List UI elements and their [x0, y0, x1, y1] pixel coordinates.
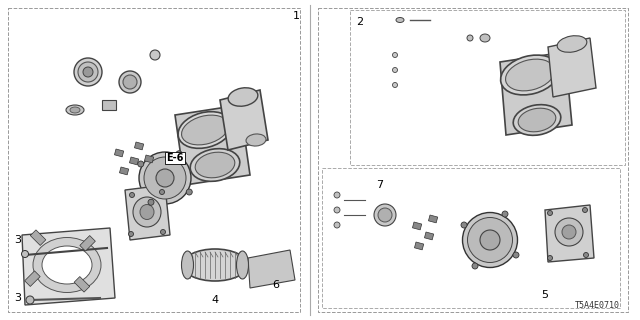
Ellipse shape	[584, 252, 589, 258]
Ellipse shape	[178, 112, 232, 148]
Text: T5A4E0710: T5A4E0710	[575, 301, 620, 310]
Ellipse shape	[119, 71, 141, 93]
Text: 5: 5	[541, 290, 548, 300]
Bar	[129, 157, 139, 165]
Text: 3: 3	[15, 293, 22, 303]
Bar	[30, 230, 46, 245]
Ellipse shape	[133, 197, 161, 227]
Ellipse shape	[467, 35, 473, 41]
Ellipse shape	[195, 152, 235, 178]
Ellipse shape	[513, 105, 561, 135]
Ellipse shape	[555, 218, 583, 246]
Ellipse shape	[22, 251, 29, 258]
Ellipse shape	[66, 105, 84, 115]
Ellipse shape	[506, 59, 554, 91]
Ellipse shape	[334, 192, 340, 198]
Ellipse shape	[461, 222, 467, 228]
Ellipse shape	[547, 255, 552, 260]
Bar	[120, 167, 129, 175]
Text: 1: 1	[292, 11, 300, 21]
Bar	[145, 155, 154, 163]
Ellipse shape	[513, 252, 519, 258]
Polygon shape	[175, 105, 250, 185]
Ellipse shape	[156, 169, 174, 187]
Text: 7: 7	[376, 180, 383, 190]
Ellipse shape	[467, 218, 513, 262]
Polygon shape	[548, 38, 596, 97]
Ellipse shape	[159, 189, 164, 195]
Bar	[115, 149, 124, 157]
Ellipse shape	[518, 108, 556, 132]
Text: 2: 2	[356, 17, 364, 27]
Bar	[415, 242, 424, 250]
Ellipse shape	[557, 36, 587, 52]
Bar	[25, 271, 40, 286]
Ellipse shape	[148, 199, 154, 205]
Bar	[102, 100, 116, 110]
Ellipse shape	[228, 88, 258, 106]
Ellipse shape	[463, 212, 518, 268]
Ellipse shape	[334, 207, 340, 213]
Ellipse shape	[392, 68, 397, 73]
Ellipse shape	[392, 52, 397, 58]
Ellipse shape	[150, 50, 160, 60]
Polygon shape	[22, 228, 115, 305]
Ellipse shape	[42, 246, 92, 284]
Ellipse shape	[70, 107, 80, 113]
Ellipse shape	[182, 115, 228, 145]
Ellipse shape	[480, 230, 500, 250]
Bar	[80, 236, 95, 251]
Ellipse shape	[502, 211, 508, 217]
Polygon shape	[125, 185, 170, 240]
Ellipse shape	[140, 204, 154, 220]
Ellipse shape	[480, 34, 490, 42]
Polygon shape	[500, 52, 572, 135]
Ellipse shape	[186, 189, 192, 195]
Polygon shape	[220, 90, 268, 150]
Ellipse shape	[547, 211, 552, 215]
Ellipse shape	[472, 263, 478, 269]
Ellipse shape	[129, 193, 134, 197]
Polygon shape	[248, 250, 295, 288]
Ellipse shape	[334, 222, 340, 228]
Ellipse shape	[562, 225, 576, 239]
Ellipse shape	[176, 151, 182, 157]
Polygon shape	[545, 205, 594, 262]
Ellipse shape	[182, 251, 193, 279]
Text: 6: 6	[273, 280, 280, 290]
Ellipse shape	[26, 296, 34, 304]
Ellipse shape	[138, 161, 144, 167]
Ellipse shape	[78, 62, 98, 82]
Ellipse shape	[83, 67, 93, 77]
Ellipse shape	[33, 237, 101, 292]
Ellipse shape	[237, 251, 248, 279]
Ellipse shape	[161, 229, 166, 235]
Ellipse shape	[396, 18, 404, 22]
Ellipse shape	[246, 134, 266, 146]
Ellipse shape	[374, 204, 396, 226]
Ellipse shape	[139, 152, 191, 204]
Bar	[412, 222, 422, 230]
Ellipse shape	[123, 75, 137, 89]
Ellipse shape	[582, 207, 588, 212]
Ellipse shape	[129, 231, 134, 236]
Ellipse shape	[190, 149, 240, 181]
Ellipse shape	[378, 208, 392, 222]
Bar	[74, 276, 90, 292]
Bar	[428, 215, 438, 223]
Ellipse shape	[500, 55, 559, 95]
Ellipse shape	[144, 157, 186, 199]
Text: E-6: E-6	[166, 153, 184, 163]
Ellipse shape	[74, 58, 102, 86]
Bar	[424, 232, 434, 240]
Ellipse shape	[182, 249, 248, 281]
Text: 3: 3	[15, 235, 22, 245]
Ellipse shape	[392, 83, 397, 87]
Bar	[134, 142, 144, 150]
Text: 4: 4	[211, 295, 219, 305]
